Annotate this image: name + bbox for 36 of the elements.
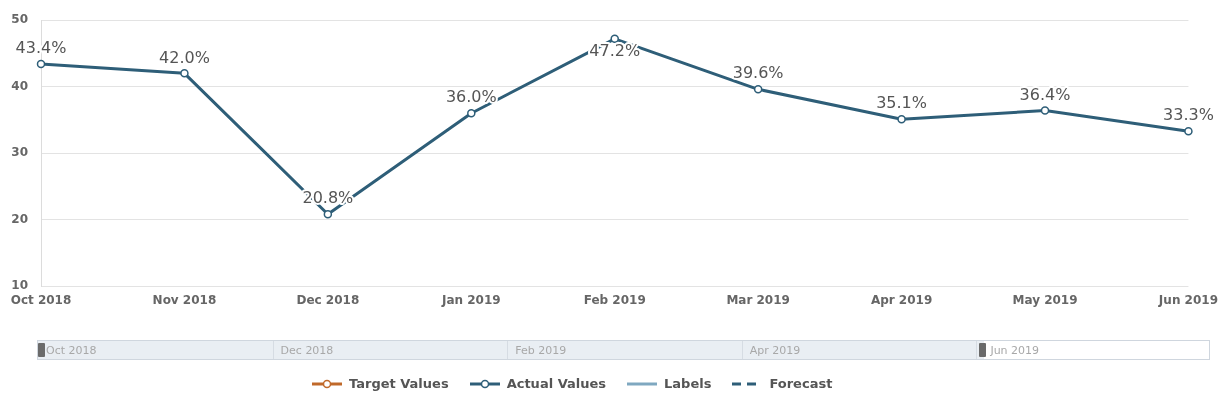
point (180, 69, 189, 78)
y-tick-label: 30 (11, 145, 28, 160)
point (1040, 106, 1050, 115)
x-tick-label: Dec 2018 (296, 293, 360, 308)
point (1184, 126, 1193, 136)
x-tick-label: May 2019 (1012, 293, 1078, 308)
point (36, 59, 46, 69)
x-tick-label: Apr 2019 (870, 293, 933, 308)
range-slider: Oct 2018 Dec 2018 Feb 2019 Apr 2019 Jun 2019 (37, 340, 1210, 360)
x-tick-label: Mar 2019 (726, 293, 790, 308)
x-tick-label: Nov 2018 (152, 293, 217, 308)
data-label: 36.4% (1019, 84, 1071, 104)
y-tick-label: 10 (11, 278, 28, 293)
data-label: 39.6% (732, 63, 784, 83)
legend-label: Target Values (349, 376, 449, 391)
data-label: 42.0% (159, 47, 210, 67)
point (467, 108, 476, 118)
legend-label: Labels (664, 376, 712, 391)
data-label: 47.2% (589, 40, 641, 60)
data-label: 35.1% (876, 93, 927, 113)
y-tick-label: 50 (11, 12, 28, 27)
x-tick-label: Feb 2019 (583, 293, 646, 308)
data-label: 33.3% (1163, 105, 1214, 125)
x-tick-label: Jun 2019 (1157, 293, 1219, 308)
legend-label: Forecast (769, 376, 833, 391)
point (323, 209, 333, 219)
y-tick-label: 20 (11, 211, 28, 226)
point (753, 85, 763, 94)
data-label: 36.0% (445, 87, 497, 107)
legend-label: Actual Values (506, 376, 607, 391)
point (610, 34, 619, 44)
data-label: 43.4% (15, 38, 67, 58)
x-tick-label: Oct 2018 (10, 293, 72, 308)
y-tick-label: 40 (11, 78, 28, 93)
point (897, 114, 906, 124)
x-tick-label: Jan 2019 (440, 293, 501, 308)
